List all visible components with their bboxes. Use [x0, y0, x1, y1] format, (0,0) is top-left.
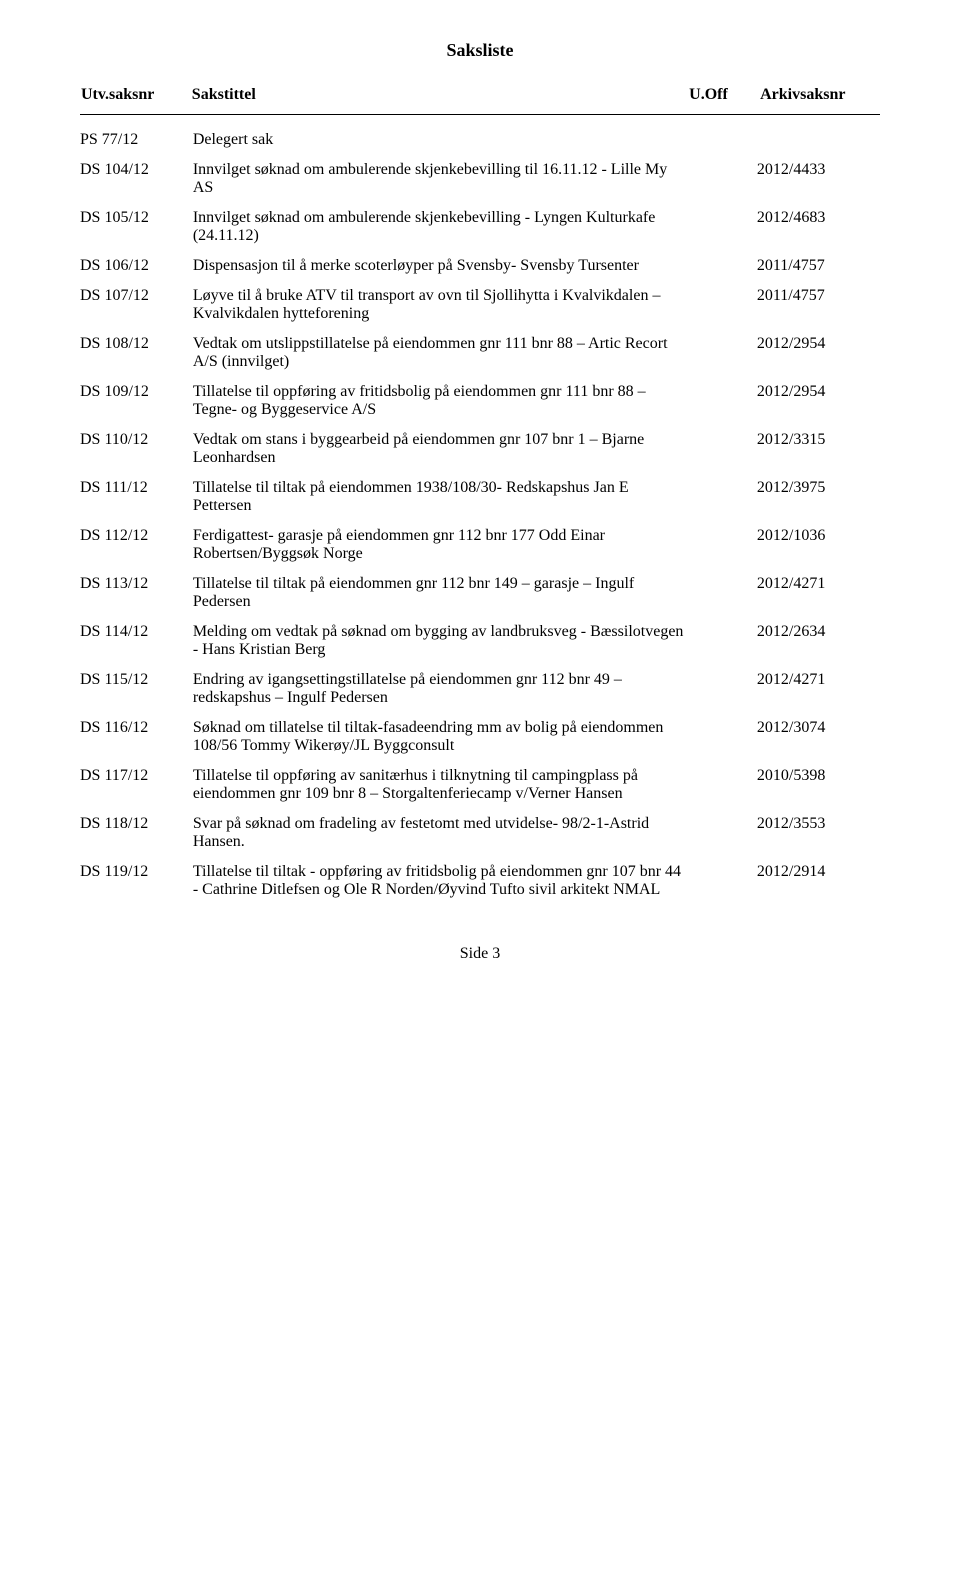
cell-arkiv: 2012/1036: [757, 521, 880, 569]
cell-title: Tillatelse til oppføring av fritidsbolig…: [193, 377, 685, 425]
cell-title: Søknad om tillatelse til tiltak-fasadeen…: [193, 713, 685, 761]
cell-saksnr: DS 112/12: [80, 521, 193, 569]
cell-saksnr: PS 77/12: [80, 125, 193, 155]
cell-title: Tillatelse til tiltak på eiendommen 1938…: [193, 473, 685, 521]
cell-title: Tillatelse til tiltak på eiendommen gnr …: [193, 569, 685, 617]
cell-uoff: [685, 521, 757, 569]
cell-title: Innvilget søknad om ambulerende skjenkeb…: [193, 155, 685, 203]
cell-uoff: [685, 251, 757, 281]
cell-saksnr: DS 119/12: [80, 857, 193, 905]
table-row: DS 114/12Melding om vedtak på søknad om …: [80, 617, 880, 665]
table-row: DS 119/12Tillatelse til tiltak - oppføri…: [80, 857, 880, 905]
cell-saksnr: DS 117/12: [80, 761, 193, 809]
cell-arkiv: 2012/4271: [757, 569, 880, 617]
table-row: DS 110/12Vedtak om stans i byggearbeid p…: [80, 425, 880, 473]
cell-title: Vedtak om stans i byggearbeid på eiendom…: [193, 425, 685, 473]
cell-uoff: [685, 665, 757, 713]
cell-title: Tillatelse til oppføring av sanitærhus i…: [193, 761, 685, 809]
cell-uoff: [685, 203, 757, 251]
cell-arkiv: 2011/4757: [757, 251, 880, 281]
table-row: DS 118/12Svar på søknad om fradeling av …: [80, 809, 880, 857]
case-table: PS 77/12Delegert sakDS 104/12Innvilget s…: [80, 125, 880, 905]
cell-arkiv: [757, 125, 880, 155]
table-row: DS 105/12Innvilget søknad om ambulerende…: [80, 203, 880, 251]
cell-uoff: [685, 281, 757, 329]
cell-saksnr: DS 107/12: [80, 281, 193, 329]
table-row: PS 77/12Delegert sak: [80, 125, 880, 155]
cell-title: Innvilget søknad om ambulerende skjenkeb…: [193, 203, 685, 251]
page-title: Saksliste: [80, 40, 880, 61]
table-row: DS 107/12Løyve til å bruke ATV til trans…: [80, 281, 880, 329]
table-row: DS 116/12Søknad om tillatelse til tiltak…: [80, 713, 880, 761]
cell-uoff: [685, 617, 757, 665]
cell-saksnr: DS 110/12: [80, 425, 193, 473]
cell-arkiv: 2010/5398: [757, 761, 880, 809]
cell-saksnr: DS 115/12: [80, 665, 193, 713]
cell-uoff: [685, 857, 757, 905]
cell-title: Svar på søknad om fradeling av festetomt…: [193, 809, 685, 857]
cell-uoff: [685, 155, 757, 203]
cell-arkiv: 2012/4683: [757, 203, 880, 251]
cell-arkiv: 2012/3074: [757, 713, 880, 761]
cell-uoff: [685, 125, 757, 155]
cell-uoff: [685, 473, 757, 521]
cell-title: Dispensasjon til å merke scoterløyper på…: [193, 251, 685, 281]
page-footer: Side 3: [80, 945, 880, 963]
table-row: DS 113/12Tillatelse til tiltak på eiendo…: [80, 569, 880, 617]
header-saksnr: Utv.saksnr: [80, 85, 191, 108]
cell-saksnr: DS 114/12: [80, 617, 193, 665]
cell-saksnr: DS 113/12: [80, 569, 193, 617]
table-row: DS 117/12Tillatelse til oppføring av san…: [80, 761, 880, 809]
cell-uoff: [685, 809, 757, 857]
cell-saksnr: DS 118/12: [80, 809, 193, 857]
table-row: DS 112/12Ferdigattest- garasje på eiendo…: [80, 521, 880, 569]
cell-saksnr: DS 105/12: [80, 203, 193, 251]
cell-arkiv: 2012/2634: [757, 617, 880, 665]
cell-saksnr: DS 108/12: [80, 329, 193, 377]
cell-title: Vedtak om utslippstillatelse på eiendomm…: [193, 329, 685, 377]
cell-saksnr: DS 109/12: [80, 377, 193, 425]
cell-arkiv: 2012/3315: [757, 425, 880, 473]
cell-uoff: [685, 377, 757, 425]
cell-saksnr: DS 116/12: [80, 713, 193, 761]
table-row: DS 109/12Tillatelse til oppføring av fri…: [80, 377, 880, 425]
table-row: DS 104/12Innvilget søknad om ambulerende…: [80, 155, 880, 203]
cell-uoff: [685, 425, 757, 473]
cell-saksnr: DS 111/12: [80, 473, 193, 521]
cell-arkiv: 2011/4757: [757, 281, 880, 329]
table-row: DS 115/12Endring av igangsettingstillate…: [80, 665, 880, 713]
cell-uoff: [685, 569, 757, 617]
table-row: DS 108/12Vedtak om utslippstillatelse på…: [80, 329, 880, 377]
cell-uoff: [685, 329, 757, 377]
header-sakstittel: Sakstittel: [191, 85, 688, 108]
cell-arkiv: 2012/2954: [757, 329, 880, 377]
cell-saksnr: DS 106/12: [80, 251, 193, 281]
cell-saksnr: DS 104/12: [80, 155, 193, 203]
cell-arkiv: 2012/4433: [757, 155, 880, 203]
header-arkiv: Arkivsaksnr: [759, 85, 880, 108]
cell-title: Melding om vedtak på søknad om bygging a…: [193, 617, 685, 665]
cell-title: Delegert sak: [193, 125, 685, 155]
cell-uoff: [685, 761, 757, 809]
cell-arkiv: 2012/3553: [757, 809, 880, 857]
cell-uoff: [685, 713, 757, 761]
header-uoff: U.Off: [688, 85, 759, 108]
cell-arkiv: 2012/2954: [757, 377, 880, 425]
cell-arkiv: 2012/4271: [757, 665, 880, 713]
table-row: DS 106/12Dispensasjon til å merke scoter…: [80, 251, 880, 281]
cell-title: Løyve til å bruke ATV til transport av o…: [193, 281, 685, 329]
cell-title: Ferdigattest- garasje på eiendommen gnr …: [193, 521, 685, 569]
cell-arkiv: 2012/2914: [757, 857, 880, 905]
cell-title: Tillatelse til tiltak - oppføring av fri…: [193, 857, 685, 905]
column-headers: Utv.saksnr Sakstittel U.Off Arkivsaksnr: [80, 85, 880, 108]
table-row: DS 111/12Tillatelse til tiltak på eiendo…: [80, 473, 880, 521]
header-divider: [80, 114, 880, 115]
cell-arkiv: 2012/3975: [757, 473, 880, 521]
cell-title: Endring av igangsettingstillatelse på ei…: [193, 665, 685, 713]
